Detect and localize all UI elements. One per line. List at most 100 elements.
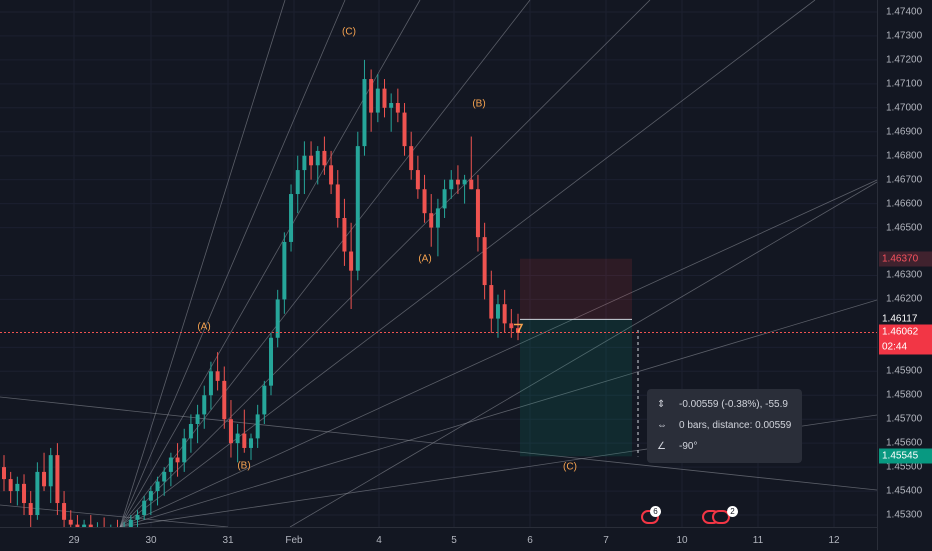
candle-body (242, 433, 247, 448)
candle-body (315, 150, 320, 166)
price-label-stop: 1.45545 (879, 448, 932, 464)
candle-body (502, 304, 507, 324)
price-label-last-price: 1.46062 (879, 324, 932, 340)
candle-body (289, 194, 294, 242)
price-tick-label: 1.45900 (886, 365, 923, 377)
candle-body (155, 481, 160, 492)
gann-fan-line (119, 299, 877, 527)
price-tick-label: 1.45600 (886, 437, 923, 449)
candle-body (168, 457, 173, 472)
price-tick-label: 1.46900 (886, 126, 923, 138)
position-stop-zone (520, 258, 632, 320)
price-tick-label: 1.45300 (886, 509, 923, 521)
candle-body (88, 524, 93, 527)
candle-body (295, 170, 300, 195)
candle-body (422, 189, 427, 214)
chart-canvas[interactable] (0, 0, 877, 527)
gann-fan-line (119, 0, 421, 527)
price-label-entry: 1.46117 (879, 311, 932, 327)
candle-body (335, 184, 340, 218)
candle-body (248, 438, 253, 448)
candle-body (415, 170, 420, 190)
date-range-icon: ⇔ (657, 420, 667, 431)
candle-body (142, 500, 147, 516)
candle-body (389, 103, 394, 108)
candle-body (215, 371, 220, 381)
candle-body (475, 189, 480, 238)
time-tick-label: Feb (285, 535, 303, 546)
measure-price-change: -0.00559 (-0.38%), -55.9 (679, 399, 788, 410)
candle-body (409, 146, 414, 171)
price-tick-label: 1.46700 (886, 174, 923, 186)
candle-body (516, 328, 520, 333)
candle-body (322, 150, 327, 166)
angle-icon: ∠ (657, 441, 666, 452)
price-range-icon: ⇕ (657, 399, 666, 410)
measure-angle: -90° (679, 441, 698, 452)
time-tick-label: 12 (828, 535, 840, 546)
price-tick-label: 1.47100 (886, 78, 923, 90)
measure-bars-row: ⇔ 0 bars, distance: 0.00559 (657, 419, 791, 433)
wave-label-b-left: (B) (237, 460, 251, 472)
price-tick-label: 1.45800 (886, 389, 923, 401)
candle-body (62, 503, 67, 520)
candle-body (48, 455, 53, 487)
candle-body (182, 438, 187, 463)
candle-body (42, 471, 47, 487)
candle-body (355, 146, 360, 271)
time-axis[interactable]: 29 30 31 Feb 4 5 6 7 10 11 12 (0, 527, 877, 551)
price-tick-label: 1.46200 (886, 293, 923, 305)
price-tick-label: 1.45700 (886, 413, 923, 425)
candle-body (382, 88, 387, 108)
candle-body (82, 524, 87, 527)
wave-label-a-mid: (A) (418, 253, 432, 265)
gann-fan-line (119, 0, 286, 527)
gann-fan-line (119, 0, 531, 527)
price-label-countdown: 02:44 (879, 339, 932, 355)
candle-body (495, 304, 500, 319)
candle-body (302, 155, 307, 171)
candle-body (75, 524, 80, 527)
candle-body (369, 79, 374, 113)
candle-body (162, 471, 167, 482)
candle-body (222, 380, 227, 420)
measure-tooltip: ⇕ -0.00559 (-0.38%), -55.9 ⇔ 0 bars, dis… (647, 389, 802, 463)
position-target-zone (520, 319, 632, 457)
price-axis[interactable]: 1.47400 1.47300 1.47200 1.47100 1.47000 1.469… (877, 0, 932, 550)
candle-body (202, 395, 207, 415)
candle-body (68, 519, 73, 525)
current-price-line (0, 323, 877, 333)
price-tick-label: 1.46600 (886, 198, 923, 210)
candle-body (429, 213, 434, 228)
measure-bars-distance: 0 bars, distance: 0.00559 (679, 420, 792, 431)
candlestick-series (2, 59, 520, 527)
candle-body (55, 455, 60, 504)
candle-body (2, 467, 6, 480)
candle-body (35, 471, 40, 516)
price-label-target: 1.46370 (879, 251, 932, 267)
event-count-badge: 2 (727, 506, 738, 517)
candle-body (342, 217, 347, 252)
candle-body (309, 155, 314, 166)
candle-body (449, 179, 454, 190)
candle-body (402, 112, 407, 147)
time-tick-label: 30 (145, 535, 157, 546)
gann-fan-line (119, 179, 877, 527)
short-position-tool (520, 258, 639, 457)
candle-body (395, 103, 400, 113)
candle-body (442, 189, 447, 209)
time-tick-label: 6 (527, 535, 533, 546)
price-tick-label: 1.47400 (886, 6, 923, 18)
candle-body (282, 241, 287, 300)
price-tick-label: 1.47200 (886, 54, 923, 66)
candle-body (148, 491, 153, 501)
price-tick-label: 1.46500 (886, 222, 923, 234)
gann-fan-lines (0, 0, 877, 527)
price-tick-label: 1.47300 (886, 30, 923, 42)
economic-event-icon[interactable] (712, 510, 730, 524)
time-tick-label: 4 (376, 535, 382, 546)
time-tick-label: 10 (676, 535, 688, 546)
candle-body (435, 208, 440, 228)
candle-body (235, 433, 240, 444)
